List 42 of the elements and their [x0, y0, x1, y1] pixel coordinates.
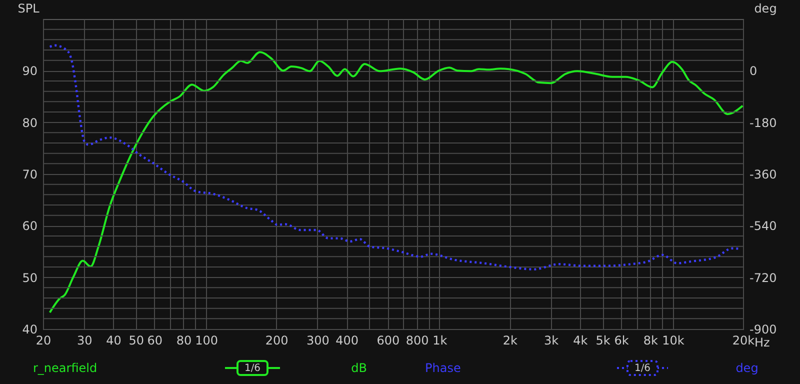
y-tick-label: 80	[22, 116, 38, 130]
y2-tick-label: -720	[750, 270, 777, 285]
y2-axis-title: deg	[754, 2, 777, 16]
x-tick-label: 200	[265, 334, 288, 348]
y-tick-label: 50	[22, 270, 38, 285]
text: r_nearfield	[33, 361, 98, 375]
x-tick-label: 60	[147, 334, 162, 348]
x-tick-label: 30	[76, 334, 92, 348]
x-tick-label: 5k	[596, 334, 610, 348]
y2-tick-label: -180	[750, 116, 777, 130]
y2-tick-label: -360	[750, 168, 777, 182]
x-tick-label: 4k	[573, 334, 588, 348]
y-tick-label: 70	[22, 168, 38, 182]
x-tick-label: 400	[336, 334, 359, 348]
x-tick-label: 300	[306, 334, 330, 348]
x-axis-title: Hz	[754, 336, 770, 350]
x-tick-label: 20	[36, 334, 52, 348]
y2-tick-label: 0	[750, 64, 758, 78]
text: Phase	[425, 361, 461, 375]
text: deg	[736, 361, 758, 375]
y-tick-label: 60	[22, 219, 38, 234]
x-tick-label: 50	[128, 334, 144, 348]
y-tick-label: 40	[22, 322, 38, 336]
x-tick-label: 3k	[544, 334, 559, 348]
x-tick-label: 100	[195, 334, 218, 348]
x-tick-label: 20k	[732, 334, 755, 348]
x-tick-label: 600	[376, 334, 400, 348]
text: 1/6	[634, 363, 651, 374]
x-tick-label: 800	[406, 334, 429, 348]
x-tick-label: 2k	[502, 334, 518, 348]
x-tick-label: 1k	[432, 334, 448, 348]
x-tick-label: 8k	[643, 334, 658, 348]
y2-tick-label: -540	[750, 219, 777, 234]
x-tick-label: 80	[176, 334, 192, 348]
text: dB	[351, 361, 367, 375]
y-tick-label: 90	[22, 64, 38, 78]
y2-tick-label: -900	[750, 322, 777, 336]
x-tick-label: 6k	[614, 334, 629, 348]
x-tick-label: 40	[106, 334, 122, 348]
text: 1/6	[244, 363, 261, 374]
x-tick-label: 10k	[662, 334, 684, 348]
y-axis-title: SPL	[18, 2, 40, 16]
